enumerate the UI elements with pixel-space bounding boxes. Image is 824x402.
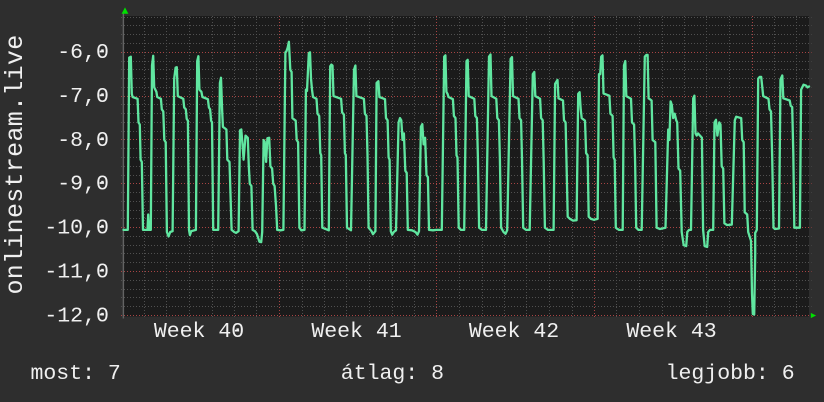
svg-text:onlinestream.live: onlinestream.live [1,35,30,295]
svg-text:-10,0: -10,0 [44,217,109,241]
svg-text:legjobb: 6: legjobb: 6 [666,362,795,386]
svg-text:-8,0: -8,0 [57,129,109,153]
svg-text:-9,0: -9,0 [57,173,109,197]
svg-text:Week 41: Week 41 [311,320,401,344]
svg-text:most: 7: most: 7 [31,362,121,386]
svg-text:Week 43: Week 43 [626,320,716,344]
svg-text:-11,0: -11,0 [44,260,109,284]
svg-text:átlag: 8: átlag: 8 [341,362,444,386]
svg-text:-12,0: -12,0 [44,304,109,328]
svg-text:Week 40: Week 40 [154,320,244,344]
svg-text:-7,0: -7,0 [57,85,109,109]
svg-text:-6,0: -6,0 [57,41,109,65]
svg-text:Week 42: Week 42 [469,320,559,344]
